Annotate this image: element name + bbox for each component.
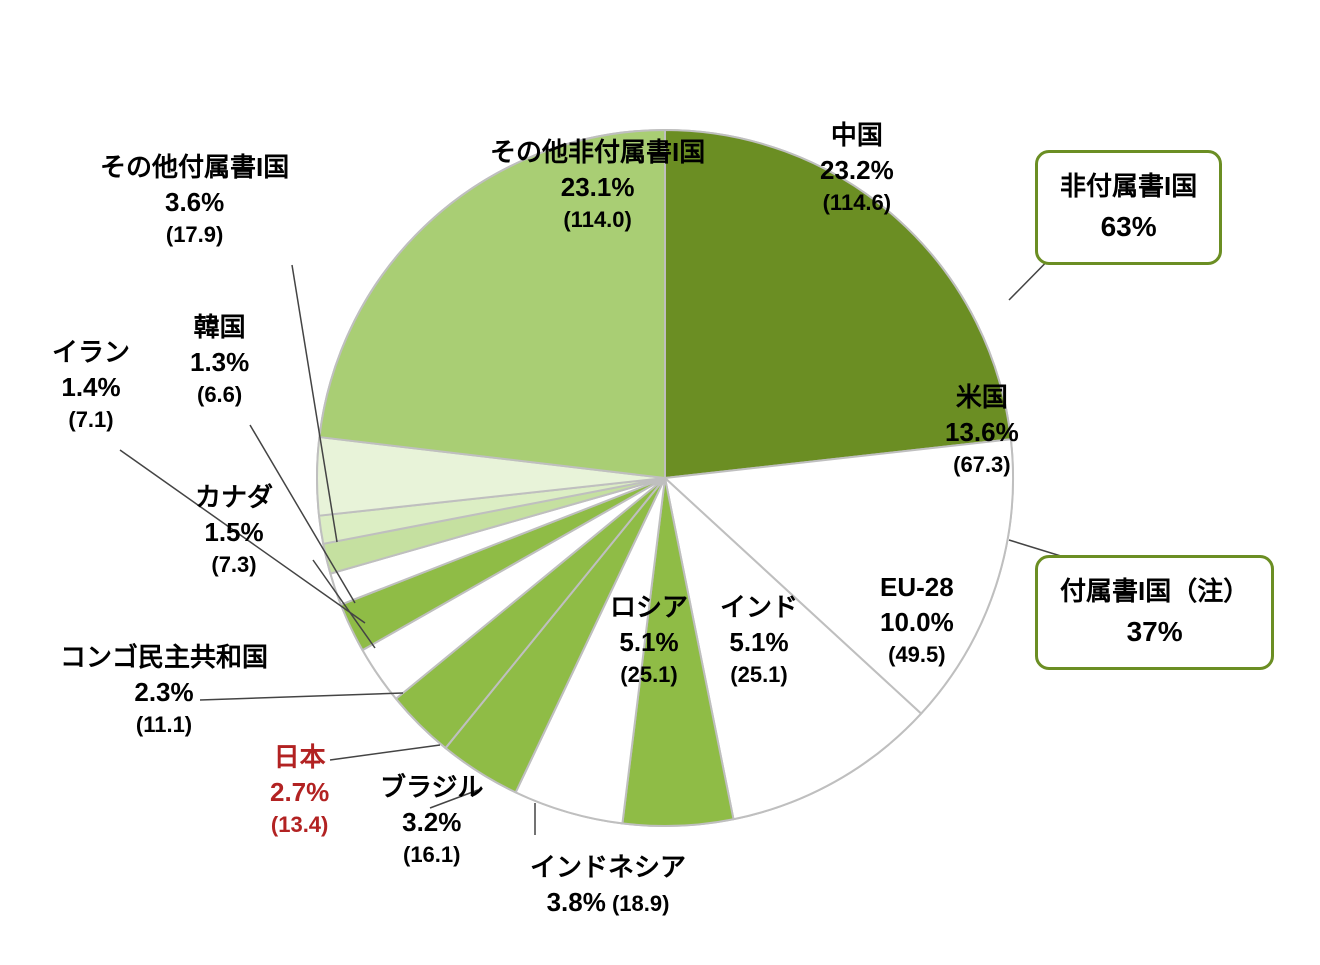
label-val-japan: (13.4) xyxy=(270,810,329,840)
label-japan: 日本2.7%(13.4) xyxy=(270,740,329,840)
label-val-canada: (7.3) xyxy=(195,550,273,580)
callout-non_annex: 非付属書I国63% xyxy=(1035,150,1222,265)
label-name-russia: ロシア xyxy=(610,590,688,625)
label-china: 中国23.2%(114.6) xyxy=(820,118,894,218)
label-val-china: (114.6) xyxy=(820,188,894,218)
label-name-india: インド xyxy=(720,590,798,625)
label-name-other_annex: その他付属書I国 xyxy=(100,150,289,185)
label-pct-usa: 13.6% xyxy=(945,415,1019,450)
label-pct-china: 23.2% xyxy=(820,153,894,188)
label-korea: 韓国1.3%(6.6) xyxy=(190,310,249,410)
label-indonesia: インドネシア3.8% (18.9) xyxy=(530,850,686,920)
label-eu28: EU-2810.0%(49.5) xyxy=(880,570,954,670)
leader-japan xyxy=(330,745,440,760)
label-other_non: その他非付属書I国23.1%(114.0) xyxy=(490,135,705,235)
label-usa: 米国13.6%(67.3) xyxy=(945,380,1019,480)
label-pct-canada: 1.5% xyxy=(195,515,273,550)
label-pct-indonesia: 3.8% (18.9) xyxy=(530,885,686,920)
label-other_annex: その他付属書I国3.6%(17.9) xyxy=(100,150,289,250)
label-val-drcongo: (11.1) xyxy=(60,710,268,740)
label-pct-other_annex: 3.6% xyxy=(100,185,289,220)
label-canada: カナダ1.5%(7.3) xyxy=(195,480,273,580)
label-drcongo: コンゴ民主共和国2.3%(11.1) xyxy=(60,640,268,740)
label-brazil: ブラジル3.2%(16.1) xyxy=(380,770,483,870)
label-val-other_non: (114.0) xyxy=(490,205,705,235)
label-val-usa: (67.3) xyxy=(945,450,1019,480)
label-pct-india: 5.1% xyxy=(720,625,798,660)
leader-canada xyxy=(313,560,375,648)
callout-annex: 付属書I国（注）37% xyxy=(1035,555,1274,670)
label-pct-drcongo: 2.3% xyxy=(60,675,268,710)
label-name-other_non: その他非付属書I国 xyxy=(490,135,705,170)
label-val-eu28: (49.5) xyxy=(880,640,954,670)
label-val-iran: (7.1) xyxy=(52,405,130,435)
label-russia: ロシア5.1%(25.1) xyxy=(610,590,688,690)
label-pct-eu28: 10.0% xyxy=(880,605,954,640)
label-name-indonesia: インドネシア xyxy=(530,850,686,885)
label-val-other_annex: (17.9) xyxy=(100,220,289,250)
label-val-korea: (6.6) xyxy=(190,380,249,410)
label-val-india: (25.1) xyxy=(720,660,798,690)
label-name-brazil: ブラジル xyxy=(380,770,483,805)
label-name-usa: 米国 xyxy=(945,380,1019,415)
label-iran: イラン1.4%(7.1) xyxy=(52,335,130,435)
pie-chart: 中国23.2%(114.6) 米国13.6%(67.3) EU-2810.0%(49… xyxy=(0,0,1320,965)
label-name-japan: 日本 xyxy=(270,740,329,775)
label-name-china: 中国 xyxy=(820,118,894,153)
label-pct-brazil: 3.2% xyxy=(380,805,483,840)
label-india: インド5.1%(25.1) xyxy=(720,590,798,690)
leader-other_annex xyxy=(292,265,337,542)
label-val-russia: (25.1) xyxy=(610,660,688,690)
label-pct-japan: 2.7% xyxy=(270,775,329,810)
label-name-korea: 韓国 xyxy=(190,310,249,345)
label-pct-korea: 1.3% xyxy=(190,345,249,380)
label-name-canada: カナダ xyxy=(195,480,273,515)
label-pct-other_non: 23.1% xyxy=(490,170,705,205)
label-pct-iran: 1.4% xyxy=(52,370,130,405)
label-name-drcongo: コンゴ民主共和国 xyxy=(60,640,268,675)
label-pct-russia: 5.1% xyxy=(610,625,688,660)
label-name-iran: イラン xyxy=(52,335,130,370)
label-name-eu28: EU-28 xyxy=(880,570,954,605)
label-val-brazil: (16.1) xyxy=(380,840,483,870)
